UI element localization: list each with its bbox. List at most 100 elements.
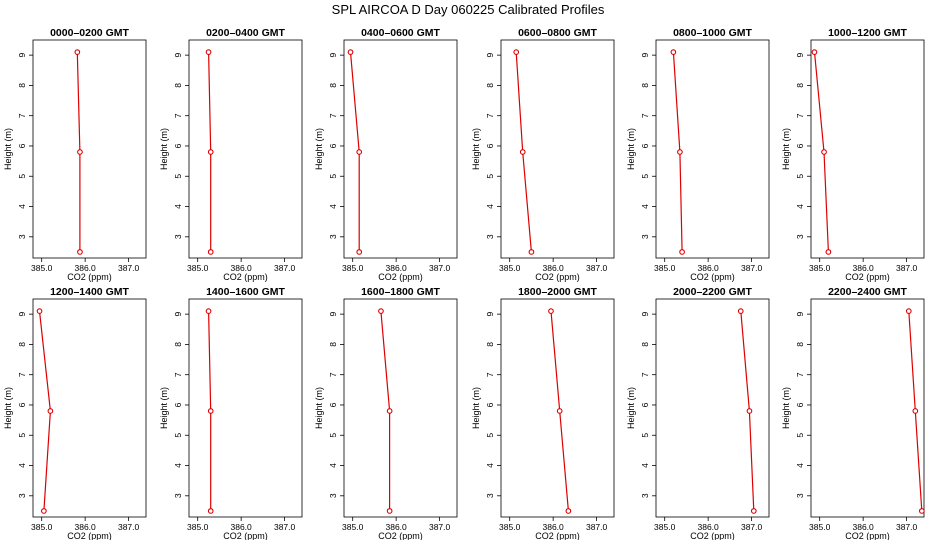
panel-2: 0400–0600 GMT 385.0 386.0 387.0 3 4 5 6 7 8 9 CO2 (… — [314, 27, 458, 282]
x-tick-label: 387.0 — [118, 522, 140, 532]
y-tick-label: 9 — [17, 53, 27, 58]
data-point — [528, 249, 535, 255]
x-tick-label: 385.0 — [654, 263, 676, 273]
y-tick-label: 9 — [485, 312, 495, 317]
panel-9: 1800–2000 GMT 385.0 386.0 387.0 3 4 5 6 7 8 9 CO2 (… — [471, 286, 615, 541]
data-point — [670, 49, 677, 55]
panel-1: 0200–0400 GMT 385.0 386.0 387.0 3 4 5 6 7 8 9 CO2 (… — [159, 27, 303, 282]
y-tick-label: 9 — [328, 312, 338, 317]
x-tick-label: 386.0 — [231, 263, 253, 273]
y-tick-label: 8 — [328, 83, 338, 88]
x-axis-label: CO2 (ppm) — [690, 531, 735, 540]
data-point — [737, 308, 744, 314]
x-tick-label: 386.0 — [386, 522, 408, 532]
panel-5: 1000–1200 GMT 385.0 386.0 387.0 3 4 5 6 7 8 9 CO2 (… — [781, 27, 925, 282]
y-tick-label: 4 — [485, 463, 495, 468]
data-point — [386, 508, 393, 514]
y-tick-label: 7 — [328, 113, 338, 118]
data-point — [356, 249, 363, 255]
y-tick-label: 5 — [640, 174, 650, 179]
y-tick-label: 4 — [328, 204, 338, 209]
y-tick-label: 4 — [795, 463, 805, 468]
x-axis-label: CO2 (ppm) — [67, 272, 112, 282]
data-point — [565, 508, 572, 514]
y-tick-label: 4 — [328, 463, 338, 468]
y-tick-label: 7 — [485, 372, 495, 377]
data-point — [207, 408, 214, 414]
y-tick-label: 3 — [640, 234, 650, 239]
y-tick-label: 3 — [795, 234, 805, 239]
x-tick-label: 385.0 — [342, 263, 364, 273]
plot-frame — [343, 298, 458, 518]
y-axis-label: Height (m) — [314, 387, 324, 429]
x-axis-label: CO2 (ppm) — [67, 531, 112, 540]
x-tick-label: 387.0 — [429, 263, 451, 273]
x-tick-label: 386.0 — [543, 263, 565, 273]
x-tick-label: 385.0 — [809, 522, 831, 532]
y-tick-label: 7 — [17, 372, 27, 377]
y-tick-label: 6 — [485, 143, 495, 148]
x-tick-label: 387.0 — [896, 263, 918, 273]
y-axis-label: Height (m) — [781, 128, 791, 170]
y-tick-label: 7 — [795, 113, 805, 118]
data-point — [77, 249, 83, 255]
y-tick-label: 7 — [485, 113, 495, 118]
x-tick-label: 387.0 — [274, 522, 296, 532]
y-tick-label: 3 — [173, 493, 183, 498]
y-tick-label: 3 — [328, 493, 338, 498]
y-tick-label: 6 — [173, 143, 183, 148]
y-tick-label: 6 — [173, 402, 183, 407]
x-tick-label: 385.0 — [187, 263, 209, 273]
x-tick-label: 385.0 — [187, 522, 209, 532]
y-axis-label: Height (m) — [781, 387, 791, 429]
y-tick-label: 9 — [173, 53, 183, 58]
x-tick-label: 387.0 — [741, 522, 763, 532]
data-point — [548, 308, 554, 314]
x-tick-label: 386.0 — [853, 263, 875, 273]
y-tick-label: 7 — [173, 372, 183, 377]
plot-frame — [655, 298, 770, 518]
plot-frame — [500, 298, 615, 518]
y-tick-label: 6 — [328, 402, 338, 407]
y-axis-label: Height (m) — [314, 128, 324, 170]
data-point — [207, 508, 214, 514]
y-tick-label: 3 — [328, 234, 338, 239]
panel-6: 1200–1400 GMT 385.0 386.0 387.0 3 4 5 6 7 8 9 CO2 (… — [3, 286, 147, 541]
y-tick-label: 3 — [17, 493, 27, 498]
data-point — [77, 149, 83, 155]
data-point — [41, 508, 47, 514]
x-tick-label: 385.0 — [31, 263, 53, 273]
x-axis-label: CO2 (ppm) — [378, 272, 423, 282]
panel-title: 1600–1800 GMT — [361, 286, 440, 298]
panel-title: 1200–1400 GMT — [50, 286, 129, 298]
y-axis-label: Height (m) — [3, 128, 13, 170]
y-tick-label: 9 — [17, 312, 27, 317]
panel-8: 1600–1800 GMT 385.0 386.0 387.0 3 4 5 6 7 8 9 CO2 (… — [314, 286, 458, 541]
data-point — [821, 149, 827, 155]
plot-frame — [32, 298, 147, 518]
x-tick-label: 386.0 — [75, 522, 97, 532]
x-axis-label: CO2 (ppm) — [223, 272, 268, 282]
y-axis-label: Height (m) — [159, 387, 169, 429]
y-tick-label: 6 — [640, 143, 650, 148]
y-tick-label: 8 — [328, 342, 338, 347]
plot-frame — [810, 39, 925, 259]
y-tick-label: 4 — [485, 204, 495, 209]
y-tick-label: 4 — [173, 463, 183, 468]
y-tick-label: 5 — [173, 174, 183, 179]
panel-title: 2000–2200 GMT — [673, 286, 752, 298]
data-point — [825, 249, 832, 255]
x-axis-label: CO2 (ppm) — [378, 531, 423, 540]
data-point — [207, 249, 214, 255]
y-tick-label: 5 — [795, 433, 805, 438]
y-tick-label: 9 — [485, 53, 495, 58]
x-tick-label: 386.0 — [698, 263, 720, 273]
panel-title: 0600–0800 GMT — [518, 27, 597, 39]
y-tick-label: 8 — [640, 83, 650, 88]
data-point — [47, 408, 54, 414]
panel-title: 0200–0400 GMT — [206, 27, 285, 39]
y-tick-label: 9 — [795, 312, 805, 317]
data-point — [679, 249, 685, 255]
x-tick-label: 385.0 — [499, 522, 521, 532]
